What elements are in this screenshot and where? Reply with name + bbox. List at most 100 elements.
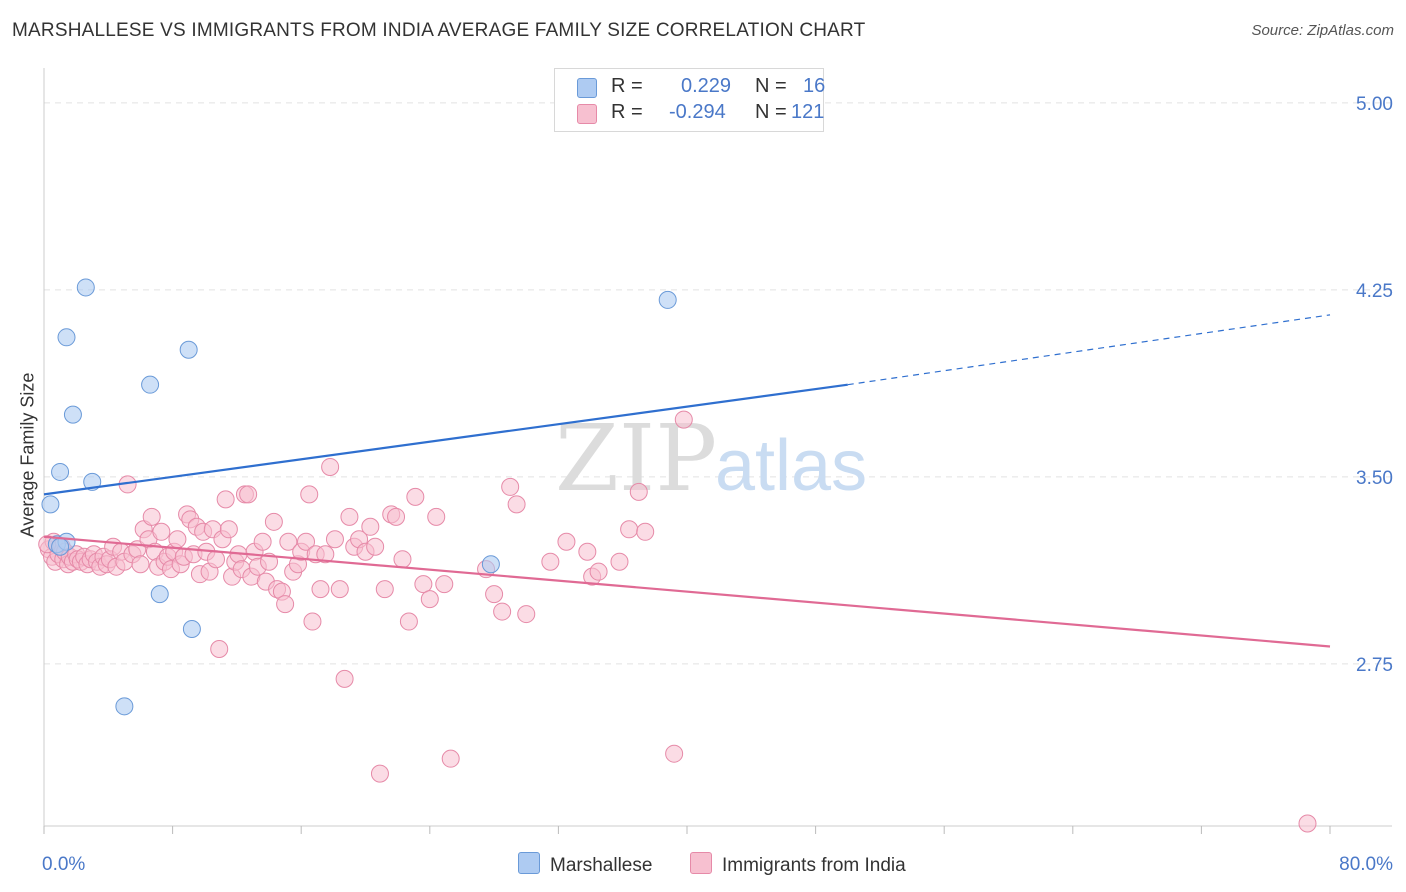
india-point <box>557 532 576 551</box>
india-point <box>493 602 512 621</box>
legend-item-marshallese[interactable]: Marshallese <box>518 852 652 877</box>
india-point <box>420 590 439 609</box>
marshallese-point <box>182 620 201 639</box>
marshallese-point <box>115 697 134 716</box>
india-point <box>507 495 526 514</box>
marshallese-point <box>51 537 70 556</box>
marshallese-point <box>141 375 160 394</box>
legend-n-label: N = <box>755 75 787 97</box>
india-point <box>316 545 335 564</box>
india-point <box>300 485 319 504</box>
india-point <box>375 580 394 599</box>
india-point <box>636 522 655 541</box>
india-point <box>399 612 418 631</box>
gridlines <box>44 102 1392 665</box>
india-point <box>325 530 344 549</box>
marshallese-point <box>179 340 198 359</box>
correlation-legend: R = 0.229 N = 16 R = -0.294 N = 121 <box>554 68 826 132</box>
india-point <box>393 550 412 569</box>
india-point <box>620 520 639 539</box>
watermark-atlas: atlas <box>715 426 867 506</box>
india-point <box>330 580 349 599</box>
x-tick-label: 80.0% <box>1339 854 1393 875</box>
india-point <box>253 532 272 551</box>
x-tick-label: 0.0% <box>42 854 85 875</box>
india-point <box>239 485 258 504</box>
india-point <box>216 490 235 509</box>
india-point <box>260 552 279 571</box>
india-point <box>541 552 560 571</box>
india-point <box>210 639 229 658</box>
legend-item-india[interactable]: Immigrants from India <box>690 852 906 877</box>
legend-r-label: R = <box>611 101 643 123</box>
legend-r-value: 0.229 <box>681 75 732 97</box>
india-point <box>321 457 340 476</box>
india-point <box>276 595 295 614</box>
india-point <box>610 552 629 571</box>
india-point <box>264 512 283 531</box>
marshallese-point <box>481 555 500 574</box>
india-point <box>142 507 161 526</box>
legend-n-label: N = <box>755 101 787 123</box>
tick-labels: 2.75 3.50 4.25 5.00 0.0% 80.0% <box>42 94 1393 875</box>
legend-swatch-pink <box>690 852 712 874</box>
source-label: Source: ZipAtlas.com <box>1251 22 1394 39</box>
india-point <box>311 580 330 599</box>
legend-label: Marshallese <box>550 855 653 876</box>
marshallese-trend-line <box>43 383 848 496</box>
marshallese-point <box>658 290 677 309</box>
india-point <box>279 532 298 551</box>
trend-lines <box>43 314 1331 648</box>
india-point <box>131 555 150 574</box>
legend-r-value: -0.294 <box>669 101 726 123</box>
india-point <box>340 507 359 526</box>
india-point <box>303 612 322 631</box>
india-point <box>674 410 693 429</box>
india-point <box>578 542 597 561</box>
india-point <box>406 487 425 506</box>
marshallese-point <box>63 405 82 424</box>
legend-n-value: 121 <box>791 101 825 123</box>
india-point <box>485 585 504 604</box>
india-point <box>168 530 187 549</box>
india-trend-line <box>43 535 1331 648</box>
india-point <box>427 507 446 526</box>
india-point <box>335 669 354 688</box>
marshallese-trend-extension <box>847 314 1331 386</box>
india-point <box>366 537 385 556</box>
chart-title: MARSHALLESE VS IMMIGRANTS FROM INDIA AVE… <box>12 20 866 41</box>
legend-swatch-blue <box>518 852 540 874</box>
y-tick-label: 5.00 <box>1356 94 1393 115</box>
marshallese-point <box>76 278 95 297</box>
legend-label: Immigrants from India <box>722 855 906 876</box>
marshallese-point <box>150 585 169 604</box>
india-point <box>207 550 226 569</box>
india-point <box>387 507 406 526</box>
india-point <box>629 482 648 501</box>
marshallese-point <box>57 328 76 347</box>
india-point <box>441 749 460 768</box>
india-point <box>1298 814 1317 833</box>
india-point <box>501 477 520 496</box>
india-point <box>414 575 433 594</box>
y-tick-label: 2.75 <box>1356 655 1393 676</box>
legend-swatch-blue <box>577 78 597 98</box>
y-tick-label: 4.25 <box>1356 281 1393 302</box>
india-point <box>370 764 389 783</box>
india-point <box>589 562 608 581</box>
india-point <box>517 605 536 624</box>
axes <box>43 68 1392 834</box>
india-point <box>297 532 316 551</box>
watermark: ZIP atlas <box>555 405 867 512</box>
india-point <box>219 520 238 539</box>
marshallese-point <box>51 462 70 481</box>
legend-n-value: 16 <box>803 75 826 97</box>
data-points <box>38 278 1317 833</box>
legend-r-label: R = <box>611 75 643 97</box>
y-tick-label: 3.50 <box>1356 468 1393 489</box>
legend-swatch-pink <box>577 104 597 124</box>
india-point <box>152 522 171 541</box>
india-point <box>665 744 684 763</box>
india-point <box>361 517 380 536</box>
